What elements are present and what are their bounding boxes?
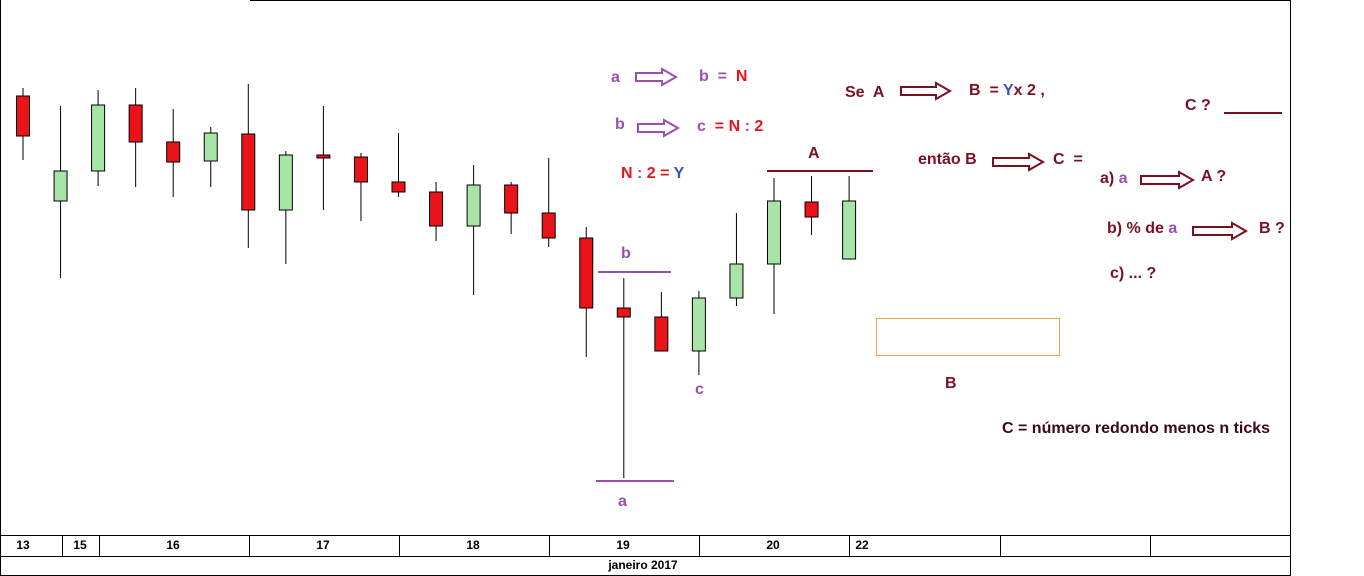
annotation-part: b <box>615 116 625 133</box>
annotation: B ? <box>1259 220 1285 237</box>
annotation-part: a <box>611 69 620 86</box>
x-tick-label: 17 <box>316 538 330 552</box>
arrow <box>635 67 679 87</box>
annotation-part: b <box>621 245 631 262</box>
annotation-part: b) % de <box>1107 220 1168 237</box>
candle-body <box>16 95 30 137</box>
candle-body <box>466 184 481 227</box>
candle-body <box>729 263 744 299</box>
annotation-part: Y <box>1003 82 1014 99</box>
arrow <box>900 81 953 101</box>
candle-body <box>767 200 781 265</box>
annotation-part: a <box>618 493 627 510</box>
annotation: C ? <box>1185 97 1211 114</box>
annotation-part: C ? <box>1185 97 1211 114</box>
annotation-part: B = <box>969 82 1003 99</box>
annotation: b) % de a <box>1107 220 1177 237</box>
annotation: c) ... ? <box>1110 265 1156 282</box>
candle-body <box>804 201 819 218</box>
annotation-part: c <box>695 381 704 398</box>
annotation: N : 2 = Y <box>621 165 685 182</box>
annotation-part: C = número redondo menos n ticks <box>1002 420 1270 437</box>
candle-body <box>128 104 143 143</box>
x-tick-label: 16 <box>166 538 180 552</box>
candle-body <box>579 237 594 309</box>
box <box>876 318 1060 356</box>
annotation-part: Se A <box>845 84 885 101</box>
annotation: a <box>611 69 620 86</box>
x-tick-label: 13 <box>16 538 30 552</box>
annotation-part: N <box>736 68 748 85</box>
annotation: b <box>615 116 625 133</box>
annotation-part: x 2 , <box>1014 82 1045 99</box>
annotation: c = N : 2 <box>697 118 763 135</box>
candle-body <box>53 170 68 202</box>
annotation-part: C = <box>1053 151 1083 168</box>
x-axis-title: janeiro 2017 <box>607 558 678 572</box>
annotation-part: A ? <box>1201 168 1226 185</box>
candle-body <box>842 200 857 260</box>
annotation-part: c) ... ? <box>1110 265 1156 282</box>
annotation: A <box>808 145 820 162</box>
annotation-part: c <box>697 118 715 135</box>
annotation: a) a <box>1100 170 1128 187</box>
candle-body <box>316 154 331 159</box>
arrow <box>1192 221 1249 241</box>
annotation: Se A <box>845 84 885 101</box>
arrow <box>637 118 681 138</box>
candle-body <box>278 154 293 211</box>
x-tick-label: 15 <box>73 538 87 552</box>
candle-body <box>541 212 556 239</box>
annotation: C = número redondo menos n ticks <box>1002 420 1270 437</box>
candle-body <box>166 141 181 163</box>
x-tick-label: 19 <box>616 538 630 552</box>
annotation: A ? <box>1201 168 1226 185</box>
candle-body <box>429 191 444 227</box>
candle-body <box>616 307 631 318</box>
x-tick-label: 18 <box>466 538 480 552</box>
annotation-part: então B <box>918 151 977 168</box>
annotation-part: = N <box>715 118 740 135</box>
arrow <box>992 152 1046 172</box>
annotation: B = Yx 2 , <box>969 82 1045 99</box>
candle-body <box>691 297 706 352</box>
annotation-part: N <box>621 165 633 182</box>
candle-body <box>654 316 669 352</box>
candle-body <box>504 184 519 214</box>
annotation-part: a) <box>1100 170 1119 187</box>
annotation: então B <box>918 151 977 168</box>
x-tick-label: 20 <box>766 538 780 552</box>
candle-body <box>391 181 406 193</box>
annotation-part: a <box>1168 220 1177 237</box>
annotation: b = N <box>699 68 747 85</box>
annotation-part: : <box>740 118 754 135</box>
annotation-part: : <box>633 165 647 182</box>
candle-body <box>353 156 368 183</box>
annotation-part: Y <box>674 165 685 182</box>
annotation: a <box>618 493 627 510</box>
candle-body <box>91 104 106 172</box>
annotation: B <box>945 375 957 392</box>
annotation-part: A <box>808 145 820 162</box>
annotation-part: B ? <box>1259 220 1285 237</box>
candle-body <box>203 132 218 162</box>
annotation: c <box>695 381 704 398</box>
annotation-part: 2 = <box>647 165 674 182</box>
annotation-part: a <box>1119 170 1128 187</box>
annotation-part: 2 <box>754 118 763 135</box>
x-tick-label: 22 <box>855 538 869 552</box>
annotation: C = <box>1053 151 1083 168</box>
annotation-part: B <box>945 375 957 392</box>
arrow <box>1140 170 1196 190</box>
annotation-part: b = <box>699 68 736 85</box>
annotation: b <box>621 245 631 262</box>
candle-body <box>241 133 256 211</box>
